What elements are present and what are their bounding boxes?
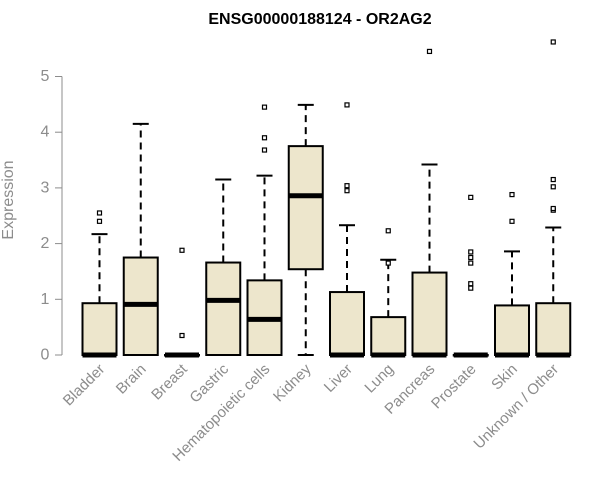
box-brain <box>122 122 159 356</box>
outlier-point <box>468 249 474 255</box>
y-tick-label: 2 <box>41 235 50 252</box>
plot-area <box>81 39 572 358</box>
outlier-point <box>550 184 556 190</box>
x-tick-label: Lung <box>361 361 397 397</box>
outlier-point <box>261 135 268 141</box>
box-unknown-other <box>535 39 572 358</box>
outlier-point <box>344 102 350 108</box>
outlier-point <box>468 260 474 266</box>
box-body <box>494 304 530 356</box>
outlier-point <box>179 247 185 253</box>
box-lung <box>370 228 407 358</box>
x-tick-label: Bladder <box>60 361 109 410</box>
box-body <box>535 302 572 357</box>
y-tick-label: 0 <box>41 347 50 364</box>
y-tick-label: 5 <box>41 68 50 85</box>
box-bladder <box>81 210 118 358</box>
box-hematopoietic-cells <box>246 104 283 356</box>
outlier-point <box>385 260 391 266</box>
box-breast <box>164 247 200 358</box>
outlier-point <box>96 218 103 224</box>
box-prostate <box>452 194 489 358</box>
outlier-point <box>509 191 515 198</box>
outlier-point <box>550 39 556 45</box>
x-tick-label: Prostate <box>428 361 480 413</box>
outlier-point <box>261 104 268 110</box>
y-tick-label: 4 <box>41 124 50 141</box>
x-tick-label: Brain <box>113 361 150 398</box>
outlier-point <box>468 281 474 287</box>
y-axis: 0 1 2 3 4 5 <box>41 68 63 364</box>
outlier-point <box>550 176 556 183</box>
box-liver <box>329 102 365 358</box>
outlier-point <box>96 210 103 216</box>
box-body <box>81 302 118 357</box>
outlier-point <box>385 228 391 234</box>
box-body <box>370 316 407 356</box>
box-pancreas <box>411 48 448 358</box>
box-skin <box>494 191 530 358</box>
outlier-point <box>468 194 474 200</box>
outlier-point <box>550 205 556 212</box>
box-body <box>205 261 242 356</box>
box-body <box>329 291 365 356</box>
y-axis-label: Expression <box>0 160 17 239</box>
box-body <box>411 271 448 356</box>
outlier-point <box>344 188 350 194</box>
outlier-point <box>468 285 474 291</box>
y-tick-label: 1 <box>41 291 50 308</box>
chart-title: ENSG00000188124 - OR2AG2 <box>208 11 431 28</box>
x-tick-label: Breast <box>148 360 191 403</box>
outlier-point <box>509 218 515 224</box>
x-tick-label: Liver <box>321 361 356 396</box>
outlier-point <box>344 183 350 189</box>
y-tick-label: 3 <box>41 179 50 196</box>
outlier-point <box>261 147 268 153</box>
x-tick-label: Skin <box>488 361 521 394</box>
box-kidney <box>287 103 324 356</box>
outlier-point <box>468 254 474 261</box>
box-body <box>287 145 324 271</box>
box-gastric <box>205 178 242 356</box>
x-tick-label: Kidney <box>270 360 315 405</box>
outlier-point <box>179 332 185 339</box>
outlier-point <box>426 48 433 55</box>
